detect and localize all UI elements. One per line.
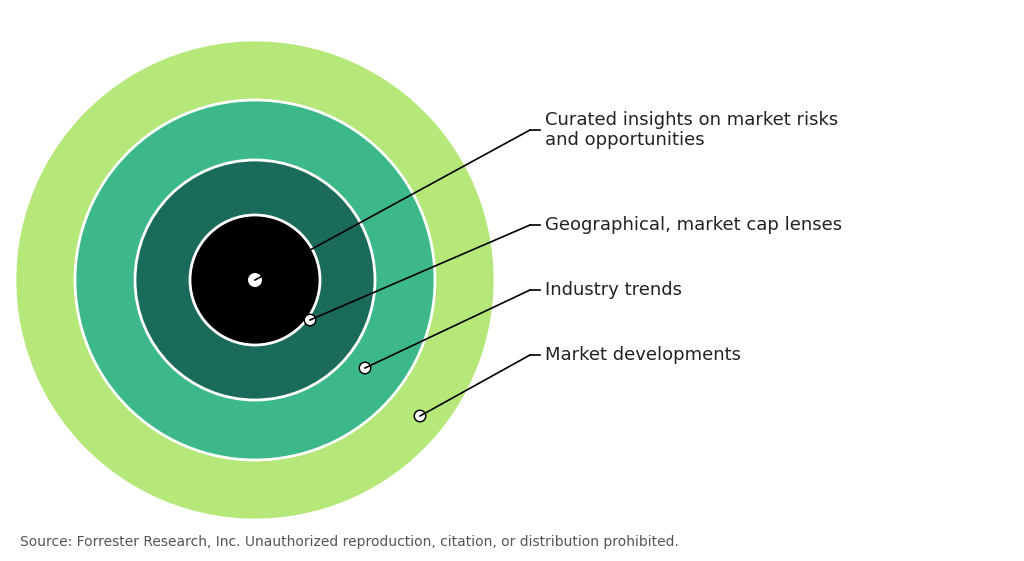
- Circle shape: [75, 100, 435, 460]
- Circle shape: [358, 361, 372, 375]
- Circle shape: [415, 411, 425, 421]
- Circle shape: [305, 315, 315, 325]
- Circle shape: [303, 314, 316, 327]
- Text: Curated insights on market risks
and opportunities: Curated insights on market risks and opp…: [545, 111, 839, 149]
- Text: Industry trends: Industry trends: [545, 281, 682, 299]
- Circle shape: [135, 160, 375, 400]
- Circle shape: [248, 273, 262, 287]
- Circle shape: [247, 272, 263, 288]
- Text: Source: Forrester Research, Inc. Unauthorized reproduction, citation, or distrib: Source: Forrester Research, Inc. Unautho…: [20, 535, 679, 549]
- Circle shape: [15, 40, 495, 520]
- Circle shape: [360, 363, 370, 373]
- Circle shape: [414, 410, 427, 422]
- Text: Market developments: Market developments: [545, 346, 741, 364]
- Circle shape: [190, 215, 319, 345]
- Text: Geographical, market cap lenses: Geographical, market cap lenses: [545, 216, 842, 234]
